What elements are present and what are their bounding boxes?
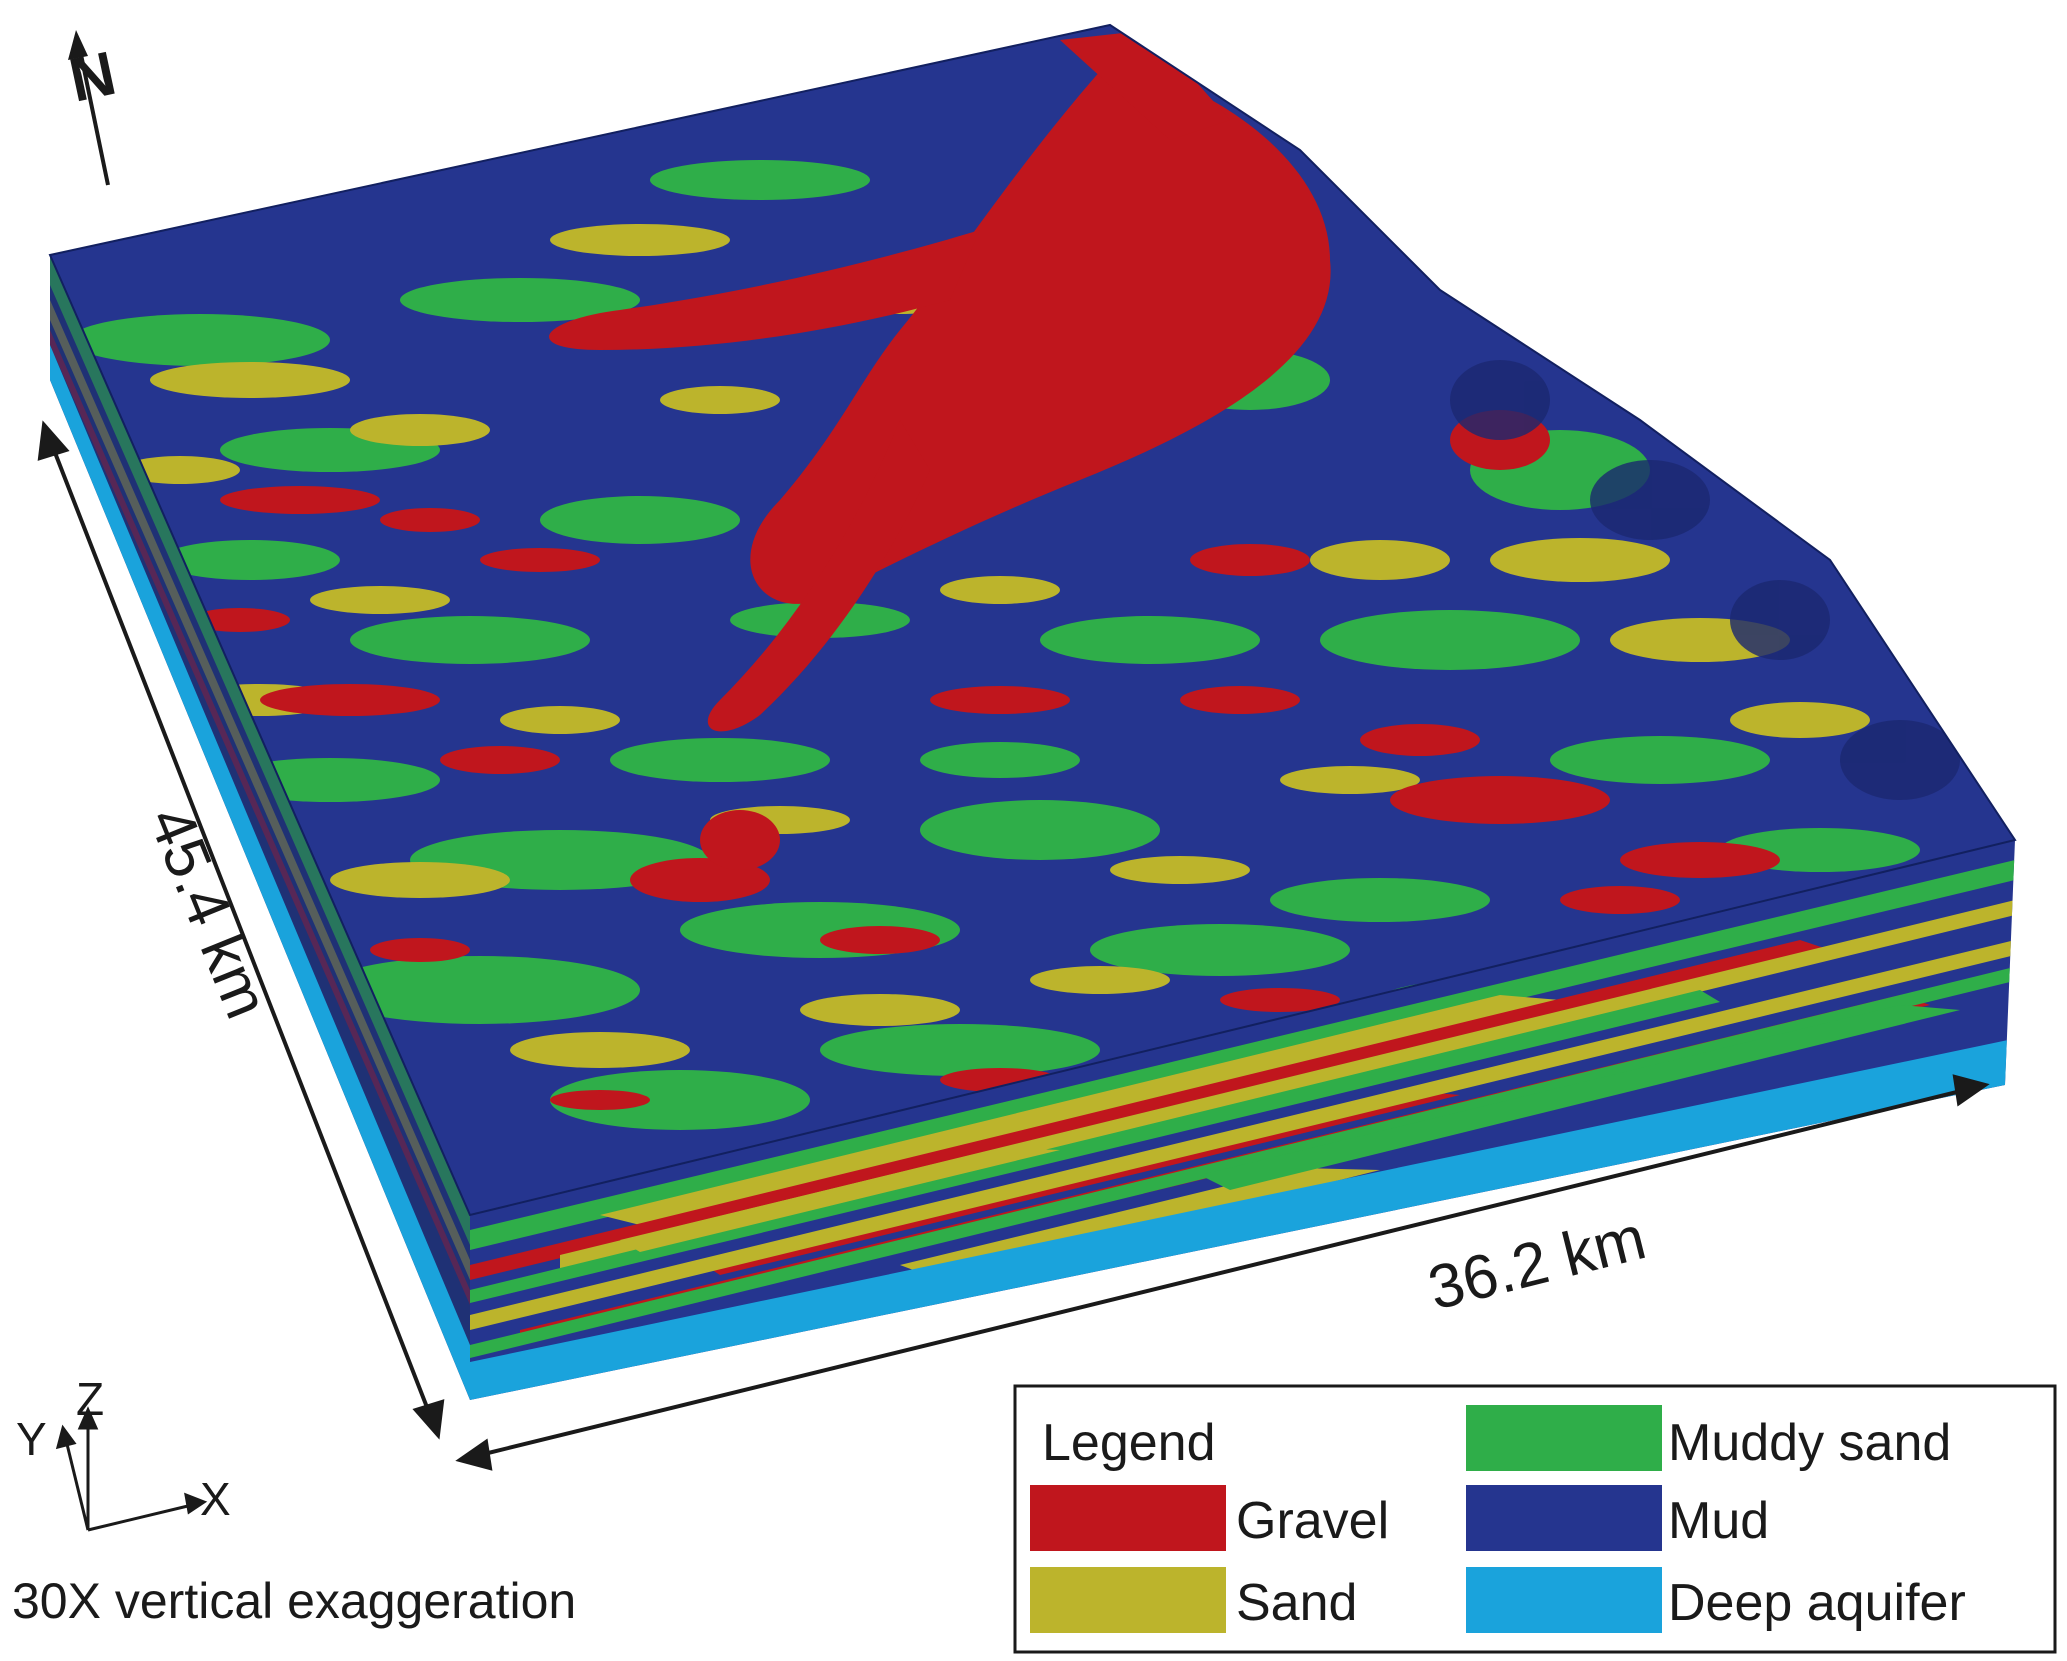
width-dimension-arrow: [455, 1074, 1990, 1471]
gravel-fan: [190, 30, 1780, 1110]
legend-title: Legend: [1042, 1414, 1216, 1472]
legend-swatch-gravel: [1030, 1485, 1226, 1551]
length-dimension-arrow: [37, 420, 445, 1440]
legend-label-gravel: Gravel: [1236, 1492, 1389, 1550]
legend: Legend Gravel Sand Muddy sand Mud Deep a…: [1013, 1384, 2057, 1654]
axis-x-label: X: [200, 1473, 231, 1525]
block-left-side-face: [50, 255, 470, 1400]
block-top-surface: [48, 23, 2017, 1217]
axis-triad: [55, 1406, 208, 1532]
north-label: N: [64, 39, 122, 116]
vertical-exaggeration-caption: 30X vertical exaggeration: [12, 1573, 576, 1629]
north-arrow-head: [68, 30, 88, 60]
legend-swatch-muddy-sand: [1466, 1405, 1662, 1471]
legend-label-deep-aquifer: Deep aquifer: [1668, 1574, 1966, 1632]
north-arrow: N: [64, 30, 122, 186]
legend-swatch-mud: [1466, 1485, 1662, 1551]
block-front-face: [470, 840, 2015, 1400]
legend-swatch-deep-aquifer: [1466, 1567, 1662, 1633]
axis-y-label: Y: [16, 1413, 47, 1465]
legend-label-sand: Sand: [1236, 1574, 1357, 1632]
legend-label-muddy-sand: Muddy sand: [1668, 1414, 1951, 1472]
axis-z-label: Z: [76, 1373, 104, 1425]
legend-swatch-sand: [1030, 1567, 1226, 1633]
eastern-rough-edge: [1450, 360, 1960, 800]
width-label: 36.2 km: [1422, 1203, 1653, 1323]
legend-label-mud: Mud: [1668, 1492, 1769, 1550]
